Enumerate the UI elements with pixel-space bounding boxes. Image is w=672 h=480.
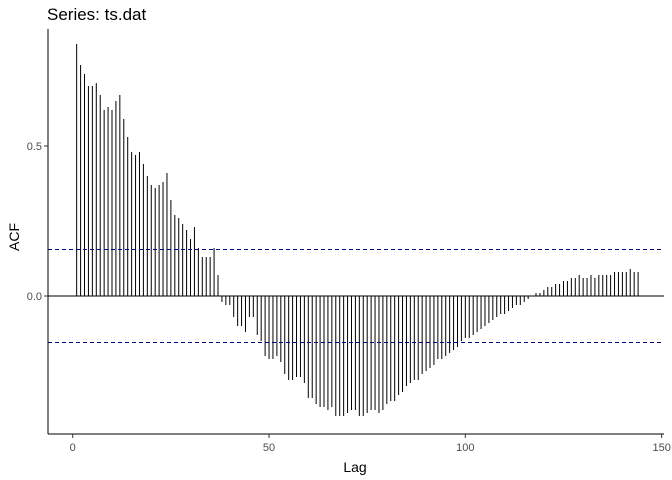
x-tick-label: 150 [652,442,670,454]
axes: 0 50 100 150 0.0 0.5 [27,29,671,454]
x-axis-title: Lag [343,459,366,475]
y-tick-label: 0.0 [27,291,42,303]
y-tick-label: 0.5 [27,141,42,153]
y-axis-title: ACF [6,223,22,251]
plot-area [48,44,664,416]
x-tick-label: 100 [456,442,474,454]
x-tick-label: 0 [70,442,76,454]
x-tick-label: 50 [263,442,275,454]
chart-title: Series: ts.dat [47,5,146,24]
